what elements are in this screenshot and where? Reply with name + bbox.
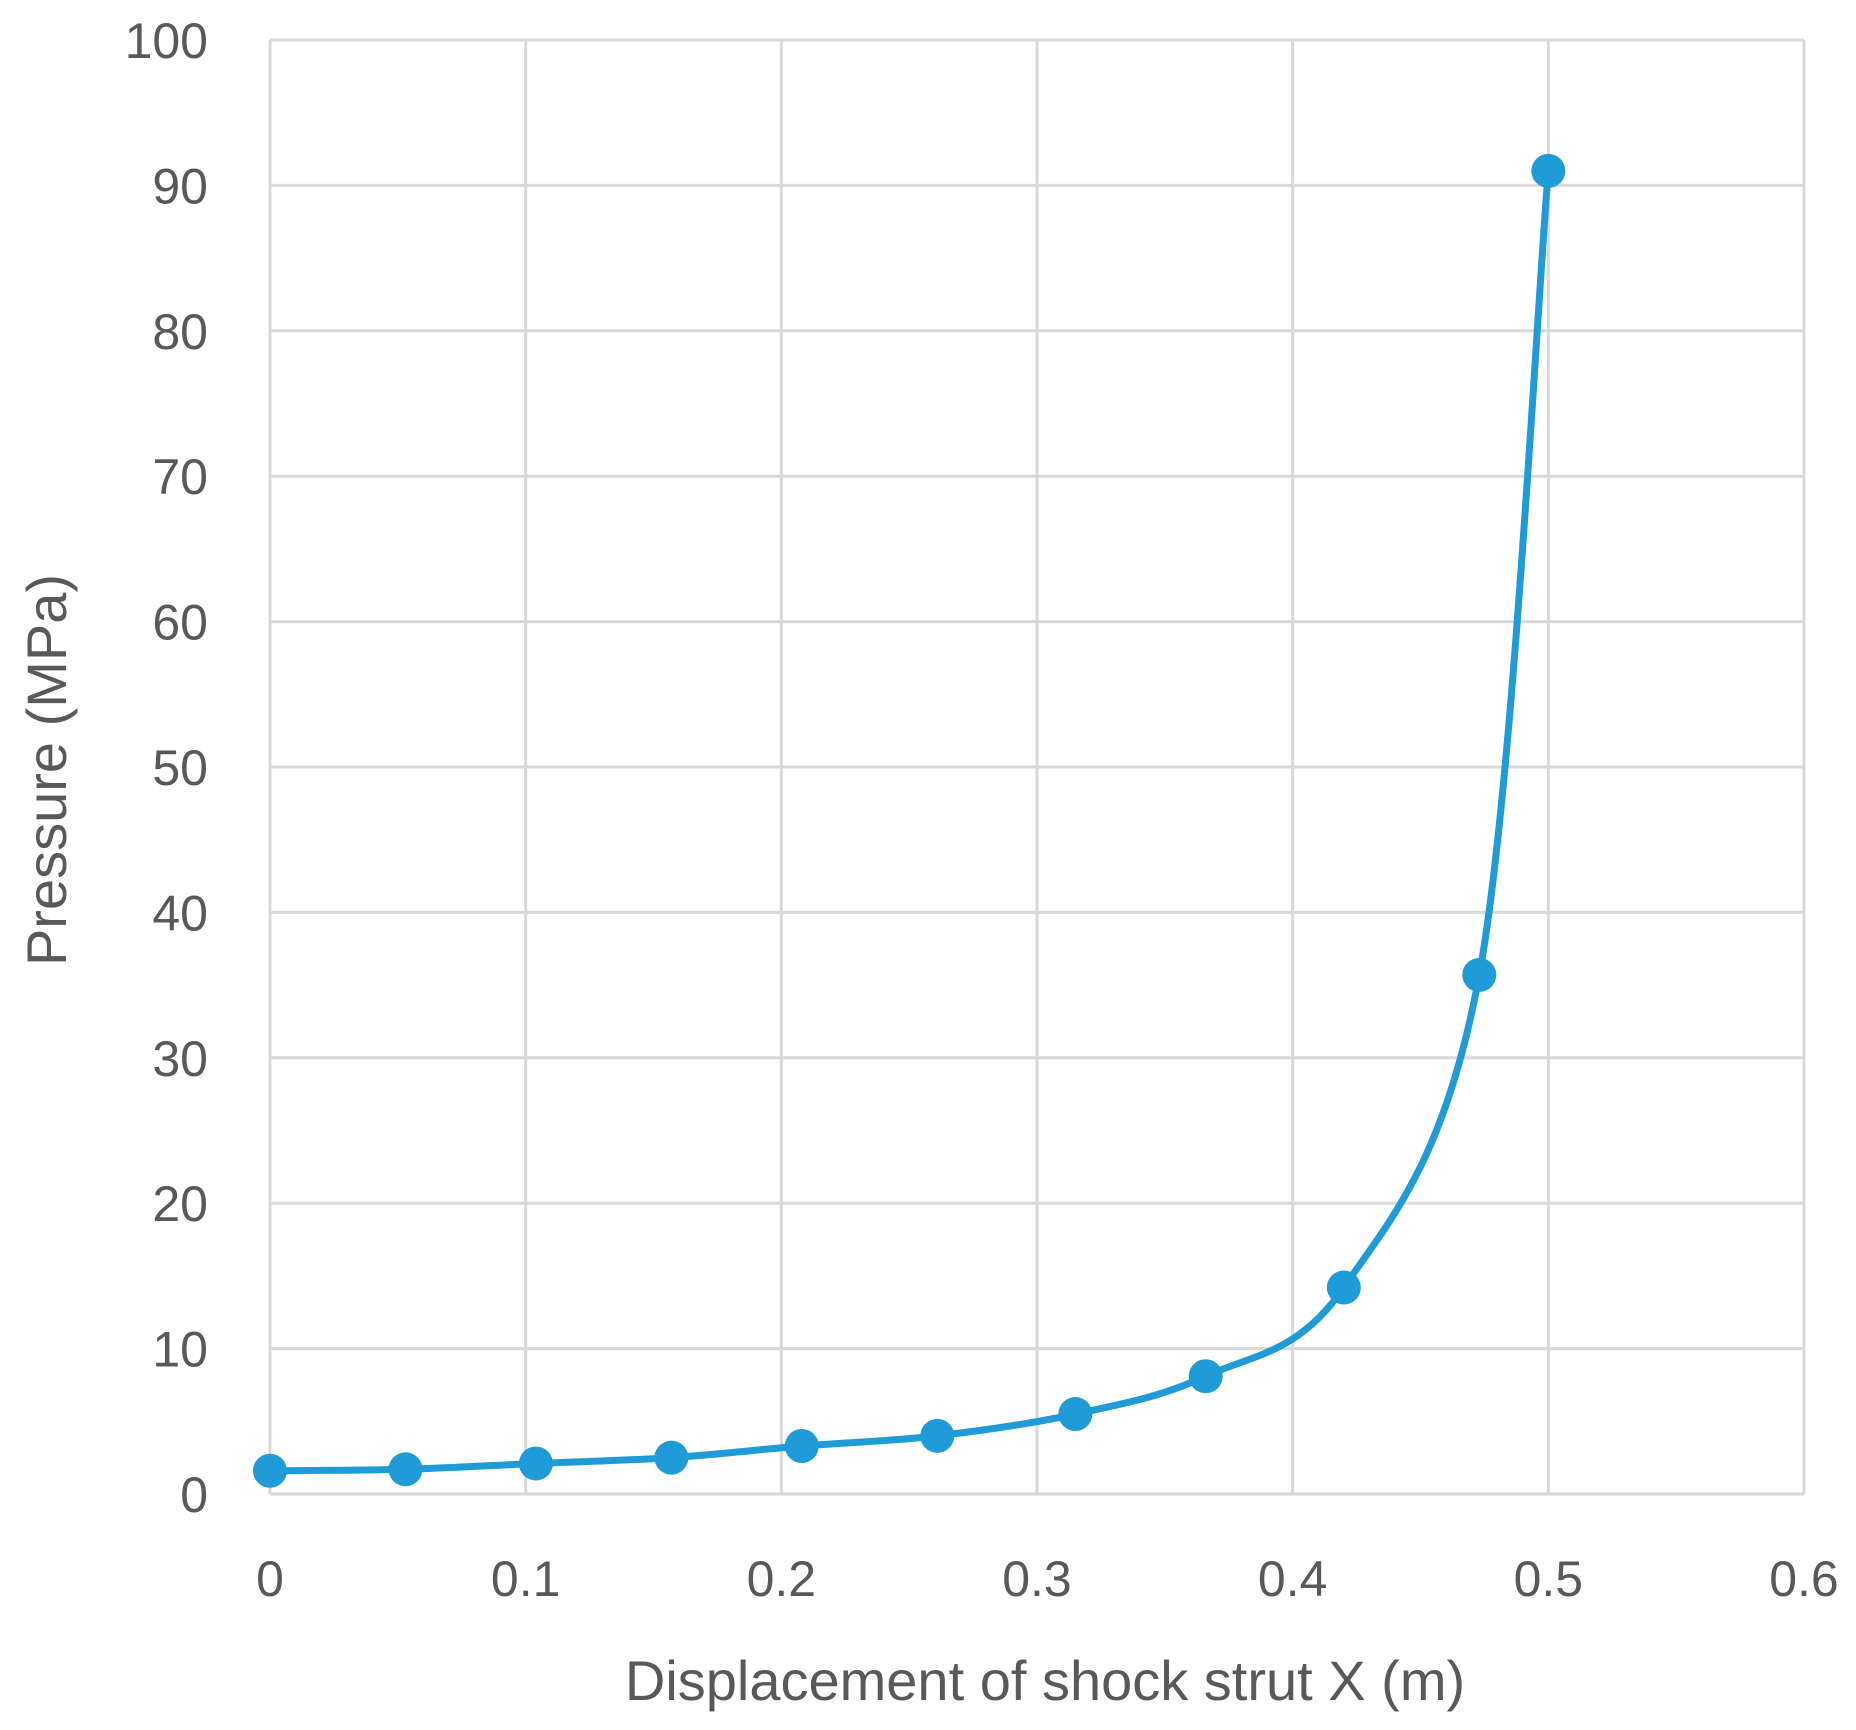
- series-line: [266, 167, 1552, 1475]
- x-tick-label: 0.6: [1769, 1551, 1839, 1607]
- y-tick-label: 10: [152, 1322, 208, 1378]
- data-point: [1188, 1359, 1223, 1394]
- x-axis-title: Displacement of shock strut X (m): [625, 1649, 1465, 1712]
- y-axis-ticks: 0 10 20 30 40 50 60 70 80 90 100: [125, 13, 208, 1523]
- y-tick-label: 90: [152, 158, 208, 214]
- y-tick-label: 100: [125, 13, 208, 69]
- x-axis-ticks: 0 0.1 0.2 0.3 0.4 0.5 0.6: [256, 1551, 1839, 1607]
- data-point: [920, 1418, 955, 1453]
- y-tick-label: 80: [152, 304, 208, 360]
- x-tick-label: 0.2: [747, 1551, 817, 1607]
- data-point: [388, 1452, 423, 1487]
- x-tick-label: 0.4: [1258, 1551, 1328, 1607]
- y-tick-label: 50: [152, 740, 208, 796]
- y-axis-title: Pressure (MPa): [15, 574, 78, 966]
- data-point: [784, 1429, 819, 1464]
- data-point: [253, 1453, 287, 1488]
- y-tick-label: 70: [152, 449, 208, 505]
- y-tick-label: 40: [152, 885, 208, 941]
- grid: [268, 38, 1806, 1496]
- y-tick-label: 0: [180, 1467, 208, 1523]
- x-tick-label: 0: [256, 1551, 284, 1607]
- data-point: [1462, 957, 1497, 992]
- y-tick-label: 30: [152, 1031, 208, 1087]
- data-point: [654, 1440, 689, 1475]
- data-point: [1326, 1270, 1361, 1305]
- x-tick-label: 0.1: [491, 1551, 561, 1607]
- series-group: [253, 153, 1566, 1488]
- x-tick-label: 0.5: [1514, 1551, 1584, 1607]
- data-point: [1058, 1397, 1093, 1432]
- data-point: [518, 1446, 553, 1481]
- y-tick-label: 60: [152, 595, 208, 651]
- x-tick-label: 0.3: [1002, 1551, 1072, 1607]
- y-tick-label: 20: [152, 1176, 208, 1232]
- data-point: [1531, 153, 1566, 188]
